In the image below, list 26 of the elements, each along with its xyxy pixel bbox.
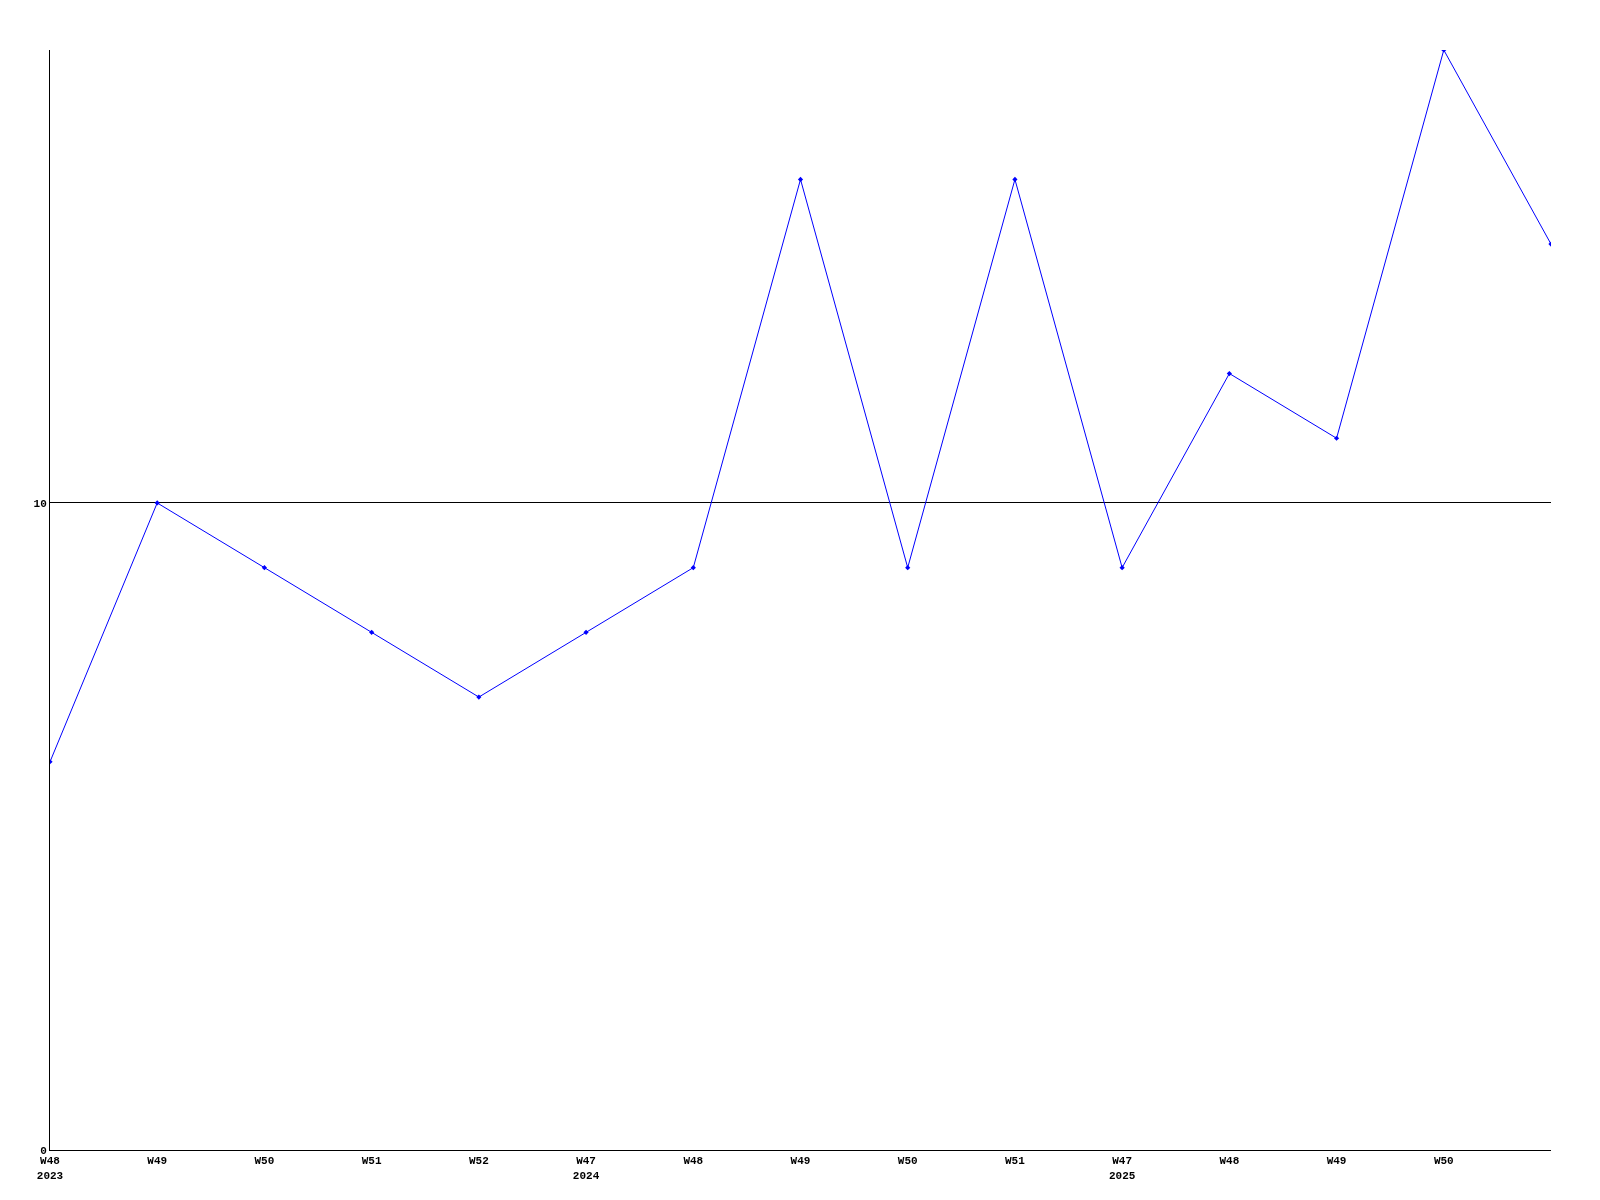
point xyxy=(1333,435,1340,441)
x-tick-label: W49 xyxy=(1326,1155,1347,1168)
x-tick-label: W51 xyxy=(1005,1155,1026,1168)
x-tick-label: W50 xyxy=(897,1155,918,1168)
point xyxy=(905,565,911,571)
x-tick-label: W50 xyxy=(254,1155,275,1168)
x-tick-label: W48 2023 xyxy=(36,1155,64,1182)
point xyxy=(583,629,589,635)
point xyxy=(1119,565,1125,571)
x-tick-label: W49 xyxy=(790,1155,811,1168)
y-tick-label: 0 xyxy=(40,1144,47,1157)
point xyxy=(797,176,804,183)
point xyxy=(1012,176,1018,183)
x-tick-label: W48 xyxy=(683,1155,704,1168)
y-tick-label: 10 xyxy=(33,497,47,510)
point xyxy=(1226,370,1232,377)
x-tick-label: W49 xyxy=(147,1155,168,1168)
x-tick-label: W48 xyxy=(1219,1155,1240,1168)
point xyxy=(369,629,375,635)
x-tick-label: W50 xyxy=(1433,1155,1454,1168)
x-tick-label: W51 xyxy=(361,1155,382,1168)
point xyxy=(261,565,268,571)
x-tick-label: W47 2024 xyxy=(572,1155,600,1182)
point xyxy=(690,565,696,571)
x-tick-label: W52 xyxy=(468,1155,489,1168)
x-tick-label: W47 2025 xyxy=(1108,1155,1136,1182)
